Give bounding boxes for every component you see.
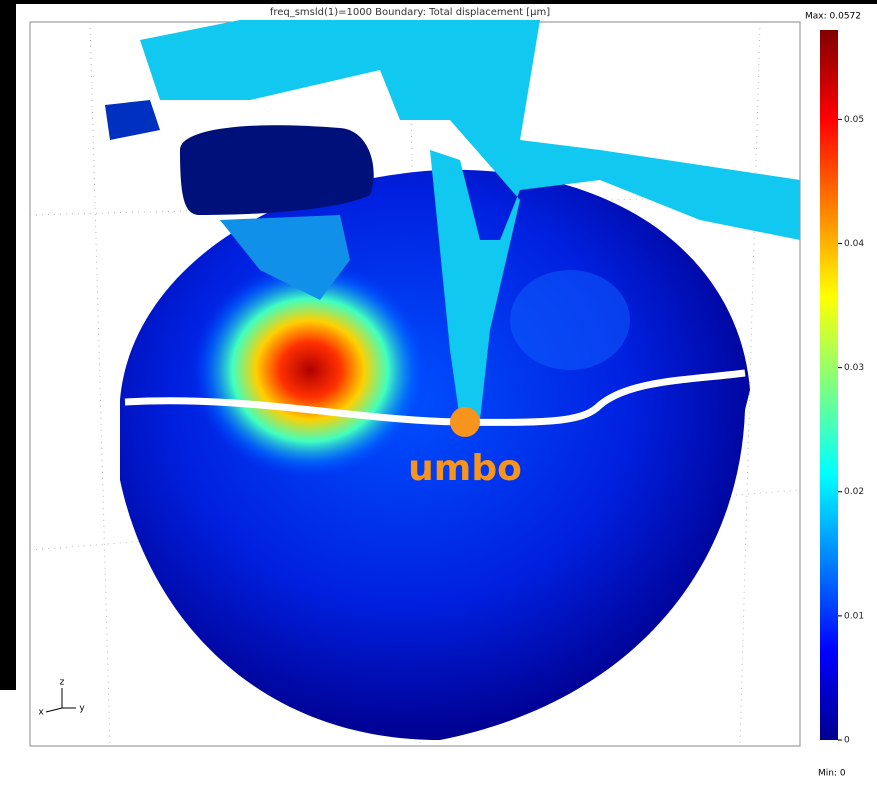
umbo-point — [450, 407, 480, 437]
screenshot: umbo freq_smsld(1)=1000 Boundary: Total … — [0, 0, 877, 781]
title: freq_smsld(1)=1000 Boundary: Total displ… — [270, 7, 550, 18]
patch — [510, 270, 630, 370]
colorbar-max: Max: 0.0572 — [805, 12, 861, 22]
colorbar-tick-label: 0.01 — [844, 611, 864, 621]
colorbar-tick-label: 0.05 — [844, 115, 864, 125]
top-bar — [0, 0, 877, 4]
block — [180, 125, 374, 215]
axis-y: y — [79, 704, 85, 714]
colorbar-tick-label: 0.04 — [844, 239, 864, 249]
colorbar-tick-label: 0.03 — [844, 363, 864, 373]
annotation: umbo — [408, 448, 522, 489]
axis-z: z — [60, 678, 65, 688]
colorbar-tick-label: 0.02 — [844, 487, 864, 497]
axis-x: x — [38, 708, 44, 718]
left-bar — [0, 0, 16, 690]
colorbar-min: Min: 0 — [818, 769, 846, 779]
colorbar — [820, 30, 838, 740]
colorbar-tick-label: 0 — [844, 736, 850, 746]
